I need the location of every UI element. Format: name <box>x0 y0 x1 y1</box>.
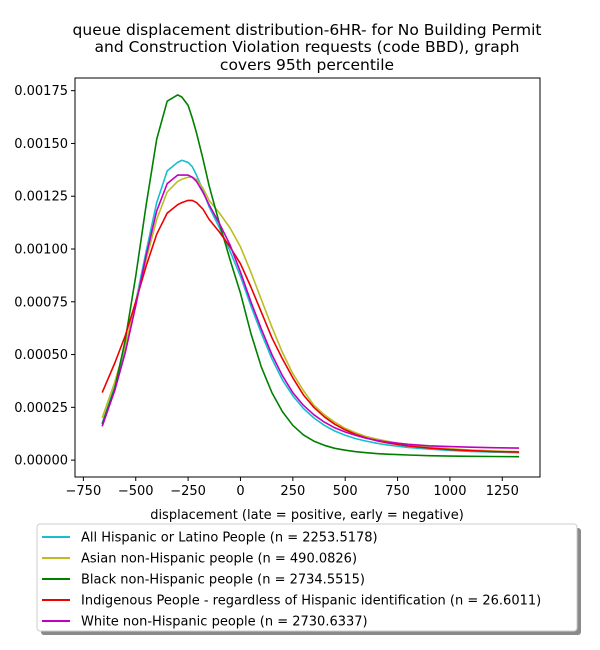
chart-title-line-3: covers 95th percentile <box>220 56 394 74</box>
x-tick-label: 1250 <box>486 484 519 499</box>
legend-box <box>36 523 578 632</box>
series-line-4 <box>101 199 520 453</box>
y-tick-label: 0.00050 <box>14 348 68 363</box>
y-tick-label: 0.00150 <box>14 137 68 152</box>
x-axis-ticks: −750 −500 −250 0 250 500 750 1000 1250 <box>66 477 519 499</box>
x-tick-label: 750 <box>385 484 410 499</box>
legend-items: All Hispanic or Latino People (n = 2253.… <box>42 531 541 630</box>
x-tick-label: −250 <box>170 484 206 499</box>
series-line-1 <box>101 159 520 454</box>
legend: All Hispanic or Latino People (n = 2253.… <box>36 523 581 635</box>
x-tick-label: 0 <box>236 484 244 499</box>
legend-entry-label: All Hispanic or Latino People (n = 2253.… <box>81 531 378 546</box>
legend-entry-label: Asian non-Hispanic people (n = 490.0826) <box>81 552 357 567</box>
x-tick-label: −750 <box>66 484 102 499</box>
x-tick-label: −500 <box>118 484 154 499</box>
y-tick-label: 0.00175 <box>14 84 68 99</box>
legend-entry-label: Indigenous People - regardless of Hispan… <box>81 594 541 609</box>
chart-title-line-2: and Construction Violation requests (cod… <box>95 38 520 56</box>
chart-title-line-1: queue displacement distribution-6HR- for… <box>73 21 542 39</box>
legend-entry-label: Black non-Hispanic people (n = 2734.5515… <box>81 573 365 588</box>
y-tick-label: 0.00025 <box>14 401 68 416</box>
y-tick-label: 0.00100 <box>14 243 68 258</box>
y-tick-label: 0.00125 <box>14 190 68 205</box>
series-line-3 <box>101 94 520 458</box>
x-tick-label: 1000 <box>433 484 466 499</box>
x-tick-label: 250 <box>280 484 305 499</box>
series-line-5 <box>101 174 520 449</box>
y-axis-ticks: 0.00000 0.00025 0.00050 0.00075 0.00100 0.001… <box>14 84 75 469</box>
series-lines <box>101 94 520 458</box>
x-tick-label: 500 <box>333 484 358 499</box>
plot-area <box>74 77 541 478</box>
y-tick-label: 0.00075 <box>14 295 68 310</box>
y-tick-label: 0.00000 <box>14 454 68 469</box>
legend-entry-label: White non-Hispanic people (n = 2730.6337… <box>81 615 368 630</box>
x-axis-label: displacement (late = positive, early = n… <box>150 508 464 523</box>
chart-title: queue displacement distribution-6HR- for… <box>73 21 542 74</box>
